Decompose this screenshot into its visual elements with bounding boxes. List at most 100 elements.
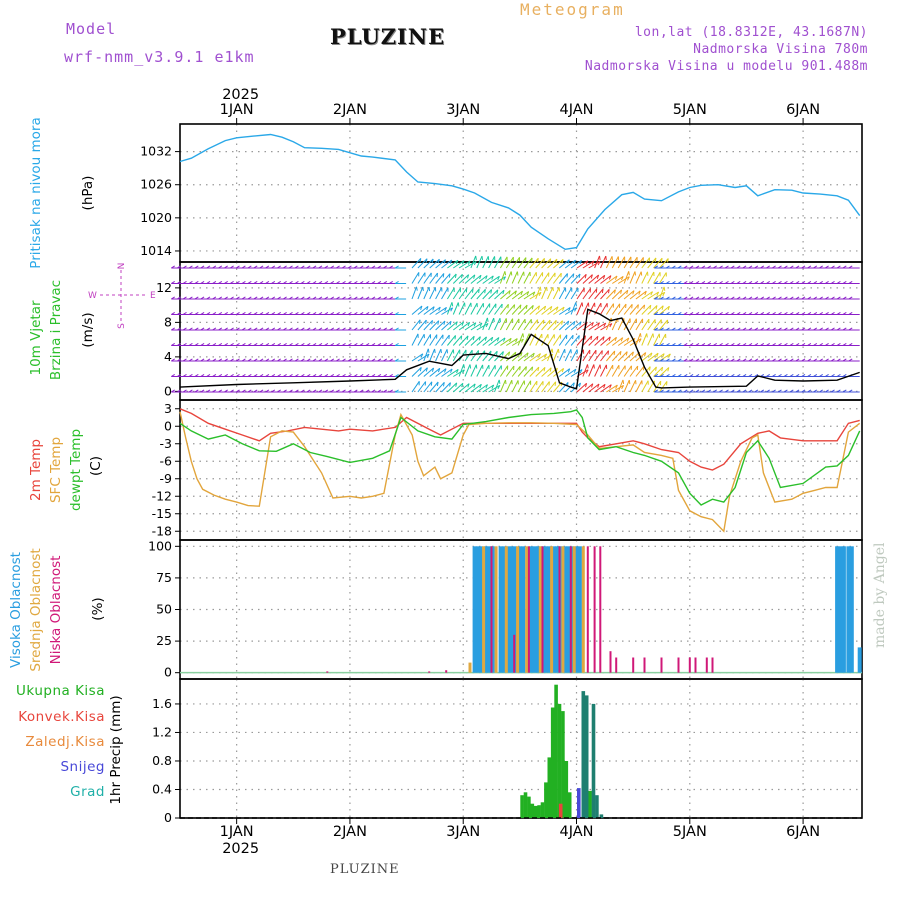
wind-arrow-head: [508, 290, 511, 295]
wind-speed-line: [179, 308, 860, 390]
wind-arrow-head: [677, 389, 682, 393]
wind-arrow-head: [277, 389, 281, 393]
wind-arrow-head: [555, 306, 559, 311]
wind-arrow-head: [585, 369, 589, 374]
wind-arrow-head: [271, 342, 276, 346]
wind-arrow-head: [848, 389, 853, 393]
wind-arrow-head: [353, 342, 358, 346]
wind-arrow-head: [481, 256, 483, 261]
wind-arrow-head: [206, 296, 211, 300]
wind-arrow-head: [795, 358, 800, 362]
wind-arrow-head: [306, 373, 311, 377]
wind-arrow-head: [646, 333, 648, 338]
wind-arrow: [553, 368, 564, 377]
wind-arrow-head: [282, 296, 287, 300]
wind-arrow-head: [229, 296, 234, 300]
wind-arrow-head: [224, 342, 228, 346]
wind-arrow-head: [294, 296, 299, 300]
wind-arrow-head: [701, 389, 706, 393]
wind-arrow-head: [347, 296, 352, 300]
wind-arrow-head: [754, 342, 759, 346]
wind-arrow-head: [730, 358, 735, 362]
cloud-bar: [468, 662, 472, 673]
wind-arrow-head: [467, 383, 470, 388]
wind-arrow-head: [824, 311, 829, 315]
wind-arrow: [482, 336, 494, 346]
wind-arrow-head: [306, 311, 311, 315]
wind-arrow-head: [486, 317, 489, 322]
wind-arrow: [570, 321, 582, 331]
precip-bar: [591, 703, 596, 818]
wind-arrow: [576, 260, 589, 269]
precip-bar: [567, 792, 572, 818]
wind-arrow: [552, 287, 560, 300]
wind-arrow-head: [707, 296, 712, 300]
wind-arrow-head: [485, 323, 489, 328]
wind-arrow-head: [659, 296, 664, 300]
wind-arrow: [623, 379, 630, 393]
cloud-bar: [593, 546, 596, 673]
wind-arrow: [623, 271, 630, 284]
wind-arrow-head: [479, 275, 482, 280]
wind-arrow-head: [324, 389, 329, 393]
product-label: Meteogram: [520, 0, 625, 19]
wind-arrow-head: [212, 389, 217, 393]
wind-arrow-head: [449, 382, 451, 387]
wind-arrow-head: [241, 342, 246, 346]
wind-arrow-head: [383, 389, 388, 393]
wind-arrow-head: [707, 280, 712, 284]
panel-frame: [179, 123, 863, 263]
wind-arrow-head: [555, 258, 558, 264]
precip-bar: [533, 805, 538, 818]
wind-arrow-head: [171, 296, 175, 300]
wind-arrow-head: [318, 296, 323, 300]
wind-arrow-head: [631, 304, 633, 309]
wind-arrow-head: [590, 274, 593, 279]
wind-arrow: [452, 287, 461, 300]
cloud-bar: [543, 546, 548, 673]
wind-arrow-head: [451, 302, 454, 307]
wind-arrow: [488, 289, 499, 300]
precip-bar: [588, 790, 592, 818]
wind-arrow-head: [677, 342, 682, 346]
wind-arrow: [517, 318, 526, 331]
wind-arrow: [535, 353, 547, 362]
precip-bar: [520, 795, 524, 818]
cloud-bar: [581, 546, 585, 673]
wind-arrow-head: [335, 358, 340, 362]
wind-arrow-head: [491, 275, 494, 280]
wind-arrow-head: [377, 280, 382, 284]
cloud-bar: [566, 546, 571, 673]
wind-arrow: [535, 381, 544, 393]
wind-arrow: [411, 272, 420, 284]
wind-arrow-head: [288, 342, 293, 346]
wind-arrow: [453, 260, 465, 269]
wind-arrow-head: [294, 280, 299, 284]
wind-arrow-head: [644, 291, 647, 296]
wind-arrow-head: [659, 373, 664, 377]
wind-arrow-head: [324, 327, 329, 331]
wind-arrow-head: [632, 290, 635, 295]
wind-arrow-head: [335, 373, 340, 377]
wind-arrow-head: [613, 350, 616, 356]
wind-arrow-head: [712, 327, 717, 331]
wind-arrow-head: [428, 287, 431, 292]
wind-arrow-head: [218, 296, 223, 300]
wind-arrow-head: [807, 342, 812, 346]
precip-bar: [564, 761, 569, 818]
wind-arrow-head: [522, 333, 524, 338]
cloud-bar: [517, 546, 522, 673]
wind-arrow-head: [659, 358, 664, 362]
wind-arrow: [517, 380, 525, 393]
wind-arrow-head: [661, 367, 664, 372]
wind-arrow-head: [789, 311, 794, 315]
wind-arrow-head: [194, 280, 199, 284]
wind-arrow-head: [461, 321, 464, 326]
wind-arrow-head: [599, 255, 601, 260]
wind-arrow-head: [795, 327, 800, 331]
wind-arrow-head: [742, 389, 747, 393]
wind-arrow: [617, 303, 627, 315]
wind-arrow-head: [324, 342, 329, 346]
cloud-bar: [498, 546, 503, 673]
wind-arrow-head: [444, 368, 447, 373]
